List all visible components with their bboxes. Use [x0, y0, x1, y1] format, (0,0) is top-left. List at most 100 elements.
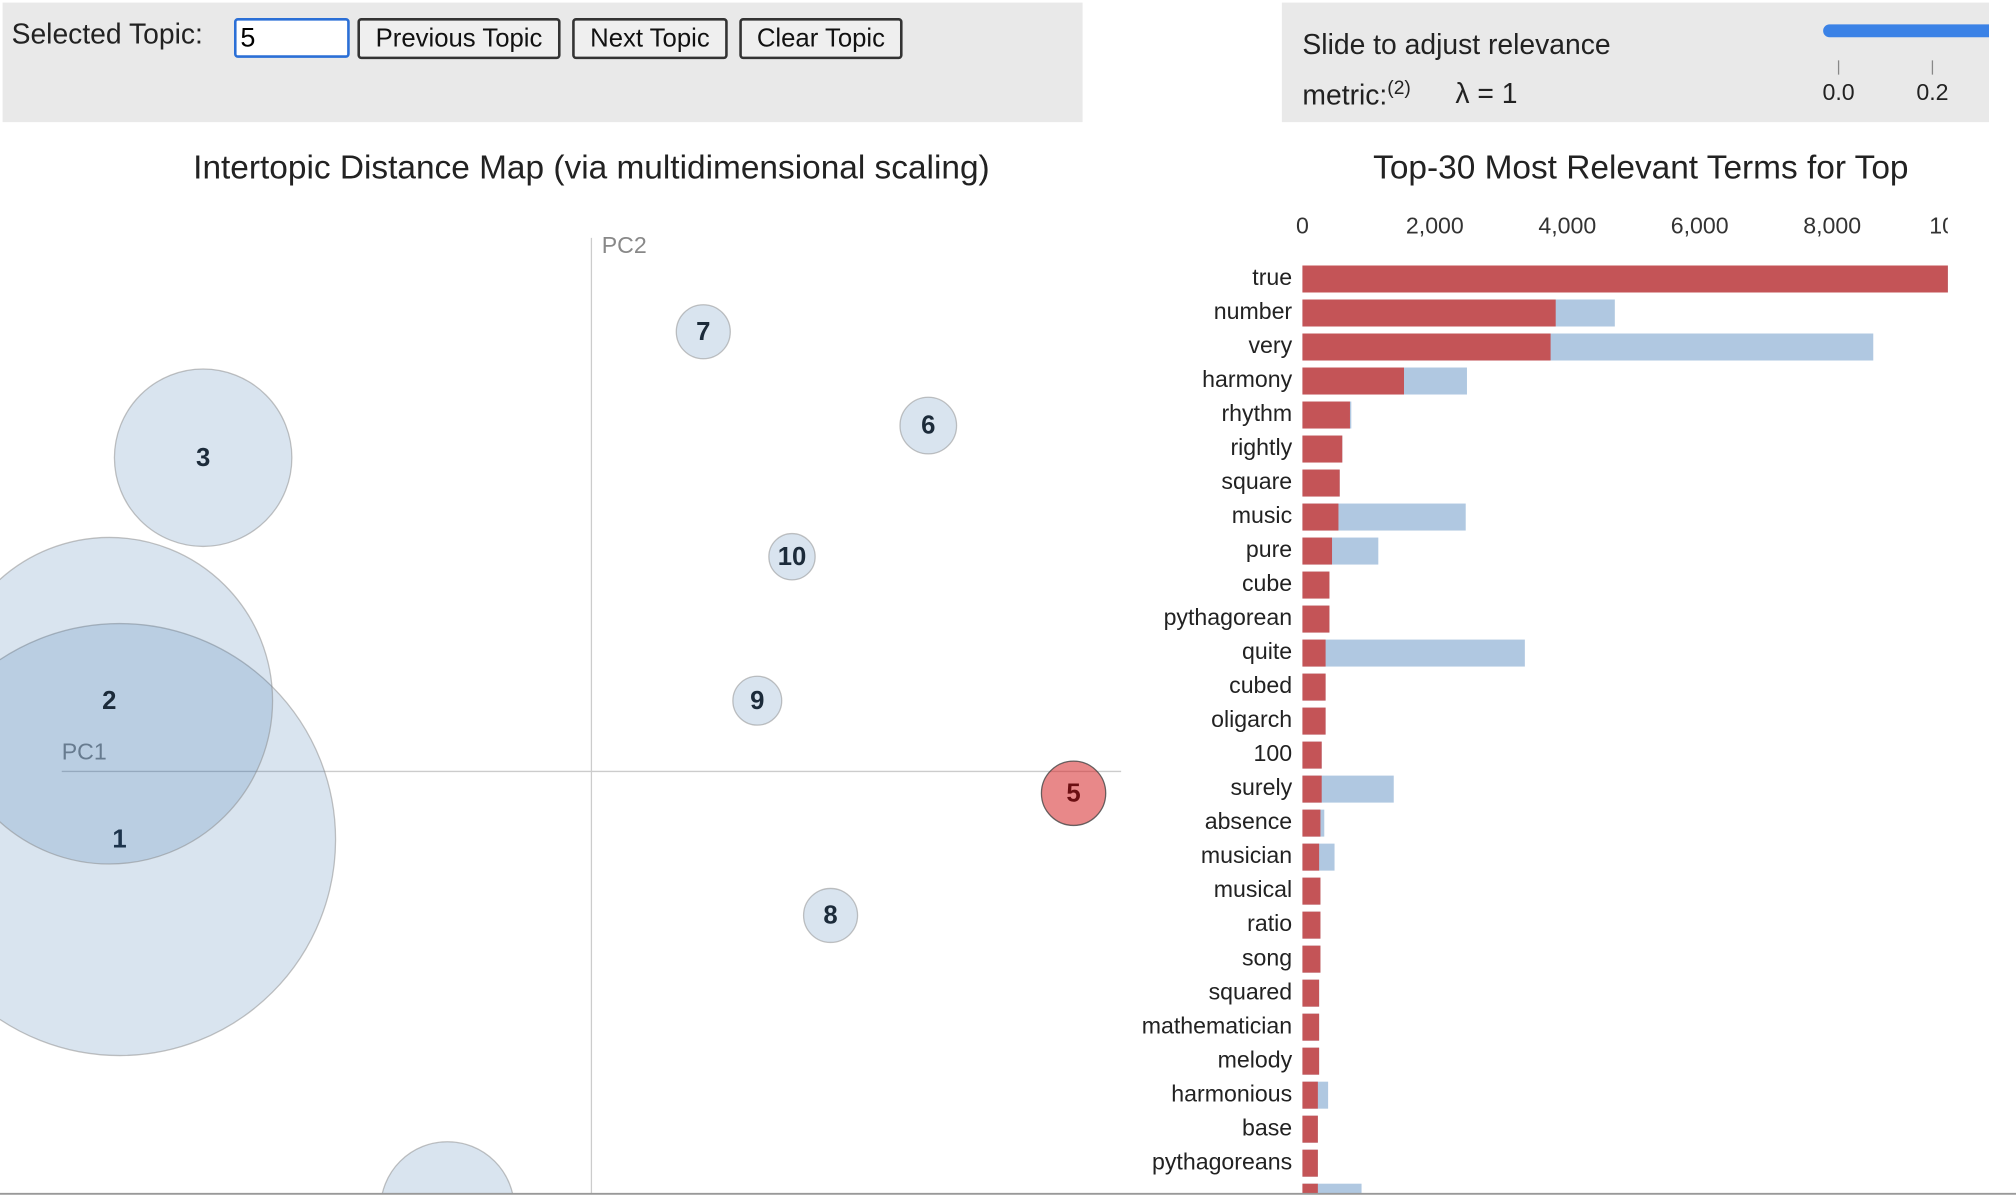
term-label: harmonious — [1171, 1080, 1292, 1106]
topic-bar — [1302, 435, 1343, 463]
term-bars: Top-30 Most Relevant Terms for Top 0 2,000… — [1142, 150, 2000, 1194]
term-label: very — [1248, 332, 1292, 358]
overall-bar — [1302, 911, 1321, 939]
topic-map: PC1 PC2 1 2 3 5 6 7 8 9 10 — [0, 232, 1122, 1194]
topic-bar — [1302, 809, 1321, 837]
next-button[interactable]: Next Topic — [572, 17, 728, 60]
term-label: melody — [1218, 1046, 1293, 1072]
y-axis-label: PC2 — [602, 232, 647, 258]
x-tick-label: 8,000 — [1803, 213, 1861, 239]
topic-circle — [732, 675, 783, 726]
topic-label: 1 — [112, 826, 126, 854]
topic-bar — [1302, 605, 1330, 633]
overall-bar — [1302, 333, 1874, 361]
relevance-label: Slide to adjust relevance metric:(2) — [1302, 23, 1675, 117]
x-tick-label: 2,000 — [1406, 213, 1464, 239]
topic-bar — [1302, 911, 1321, 939]
overall-bar — [1302, 945, 1321, 973]
term-label: square — [1221, 468, 1292, 494]
overall-bar — [1302, 1183, 1362, 1194]
topic-bar — [1302, 503, 1339, 531]
topic-bar — [1302, 673, 1326, 701]
selected-topic-circle — [1040, 760, 1107, 827]
topic-label: Selected Topic: — [11, 17, 203, 51]
topic-bar — [1302, 775, 1322, 803]
term-label: quite — [1242, 638, 1292, 664]
topic-label: 9 — [750, 687, 764, 715]
topic-bar — [1302, 707, 1326, 735]
term-label: cube — [1242, 570, 1292, 596]
topic-bar — [1302, 1047, 1320, 1075]
term-label: mathematician — [1142, 1012, 1292, 1038]
overall-bar — [1302, 877, 1321, 905]
overall-bar — [1302, 1115, 1318, 1143]
topic-label: 8 — [823, 902, 837, 930]
term-label: ratio — [1247, 910, 1292, 936]
previous-button[interactable]: Previous Topic — [357, 17, 561, 60]
topic-label: 5 — [1066, 779, 1080, 807]
overall-bar — [1302, 435, 1343, 463]
overall-bar — [1302, 537, 1379, 565]
overall-bar — [1302, 843, 1335, 871]
topic-circle — [675, 304, 731, 360]
relevance-text: Slide to adjust relevance metric: — [1302, 28, 1611, 111]
topic-bar — [1302, 1081, 1318, 1109]
topic-label: 2 — [102, 687, 116, 715]
topic-bar — [1302, 877, 1321, 905]
clear-button[interactable]: Clear Topic — [739, 17, 903, 60]
term-label: pure — [1246, 536, 1292, 562]
overall-bar — [1302, 1047, 1320, 1075]
term-label: music — [1232, 502, 1292, 528]
term-label: cubed — [1229, 672, 1292, 698]
topic-bar — [1302, 333, 1551, 361]
relevance-panel: Slide to adjust relevance metric:(2) λ =… — [1281, 2, 1989, 123]
overall-bar — [1302, 775, 1394, 803]
topic-label: 10 — [778, 543, 807, 571]
overall-bar — [1302, 503, 1466, 531]
topic-bar — [1302, 741, 1322, 769]
term-label: pythagorean — [1164, 604, 1293, 630]
term-label: pythagoreans — [1152, 1148, 1292, 1174]
overall-bar — [1302, 605, 1330, 633]
overall-bar — [1302, 571, 1330, 599]
overall-bar — [1302, 809, 1325, 837]
chart-title: Intertopic Distance Map (via multidimens… — [193, 150, 990, 187]
overall-bar — [1302, 299, 1615, 327]
overall-bar — [1302, 979, 1320, 1007]
topic-circle — [113, 368, 293, 548]
topic-bar — [1302, 571, 1330, 599]
x-tick-label: 0 — [1296, 213, 1309, 239]
term-label: true — [1252, 264, 1292, 290]
overall-bar — [1302, 367, 1467, 395]
topic-circle — [0, 536, 274, 865]
chart-title: Top-30 Most Relevant Terms for Top — [1373, 150, 1908, 187]
topic-circle — [0, 622, 337, 1057]
topic-input[interactable] — [233, 17, 350, 58]
topic-bar — [1302, 1149, 1318, 1177]
topic-bar — [1302, 1013, 1320, 1041]
term-label: musical — [1214, 876, 1292, 902]
topic-bar — [1302, 1183, 1318, 1194]
topic-label: 3 — [196, 444, 210, 472]
x-tick-label: 10,000 — [1929, 213, 2000, 239]
overall-bar — [1302, 741, 1322, 769]
x-tick-label: 6,000 — [1671, 213, 1729, 239]
topic-label: 6 — [921, 412, 935, 440]
overall-bar — [1302, 1013, 1320, 1041]
overall-bar — [1302, 1081, 1329, 1109]
overall-bar — [1302, 639, 1525, 667]
topic-label: 7 — [696, 318, 710, 346]
overall-bar — [1302, 469, 1340, 497]
term-label: absence — [1205, 808, 1292, 834]
overall-bar — [1302, 1149, 1318, 1177]
overall-bar — [1302, 265, 1948, 293]
topic-bar — [1302, 537, 1333, 565]
topic-bar — [1302, 1115, 1318, 1143]
term-label: rhythm — [1221, 400, 1292, 426]
term-label: oligarch — [1211, 706, 1292, 732]
overall-bar — [1302, 707, 1326, 735]
term-label: musician — [1201, 842, 1292, 868]
term-label: surely — [1230, 774, 1292, 800]
term-label: base — [1242, 1114, 1292, 1140]
